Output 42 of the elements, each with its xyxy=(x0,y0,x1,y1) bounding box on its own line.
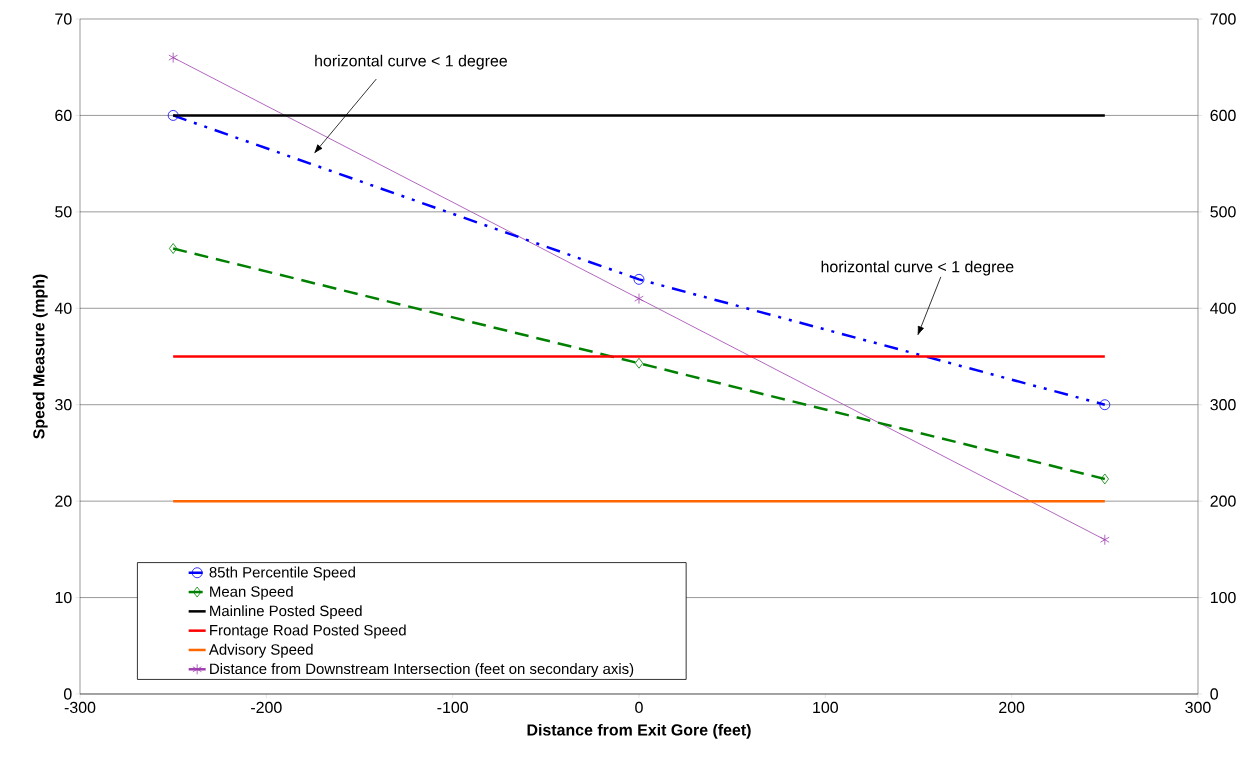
annotation: horizontal curve < 1 degree xyxy=(821,260,1014,276)
y-tick-label: 30 xyxy=(55,399,72,411)
y2-tick-label: 300 xyxy=(1210,399,1236,411)
legend-label: Distance from Downstream Intersection (feet on secondary axis) xyxy=(210,663,634,678)
point xyxy=(1099,399,1111,411)
x-tick-label: -300 xyxy=(64,701,96,714)
x-tick-label: 100 xyxy=(813,701,838,714)
point xyxy=(633,273,645,285)
y2-tick-label: 0 xyxy=(1210,688,1218,700)
x-tick-label: 200 xyxy=(999,701,1025,714)
x-tick-label: -100 xyxy=(437,701,468,714)
point xyxy=(634,293,644,305)
legend-label: Mean Speed xyxy=(210,585,293,600)
point xyxy=(167,110,179,121)
y2-tick-label: 400 xyxy=(1210,302,1236,314)
y2-tick-label: 100 xyxy=(1210,591,1236,604)
y-tick-label: 60 xyxy=(55,109,72,122)
y-axis-title: Speed Measure (mph) xyxy=(32,274,48,439)
y-tick-label: 10 xyxy=(55,591,72,604)
y-tick-label: 40 xyxy=(54,302,72,314)
y-tick-label: 70 xyxy=(55,13,72,25)
point xyxy=(1100,534,1110,546)
y-tick-label: 50 xyxy=(55,206,72,218)
point xyxy=(168,52,178,63)
point xyxy=(1100,473,1109,485)
legend-label: Mainline Posted Speed xyxy=(210,605,362,620)
x-tick-label: -200 xyxy=(251,701,282,714)
legend-label: Advisory Speed xyxy=(208,643,313,658)
y2-tick-label: 600 xyxy=(1210,109,1236,122)
y2-tick-label: 500 xyxy=(1210,206,1236,218)
annotation: horizontal curve < 1 degree xyxy=(315,54,507,70)
x-tick-label: 0 xyxy=(635,701,643,714)
x-tick-label: 300 xyxy=(1185,701,1211,714)
legend-label: 85th Percentile Speed xyxy=(209,566,355,581)
point xyxy=(169,243,178,254)
legend-label: Frontage Road Posted Speed xyxy=(210,624,406,639)
y-tick-label: 0 xyxy=(63,688,72,700)
y-tick-label: 20 xyxy=(55,495,72,507)
x-axis-title: Distance from Exit Gore (feet) xyxy=(527,723,751,739)
y2-tick-label: 700 xyxy=(1210,13,1236,25)
y2-tick-label: 200 xyxy=(1210,495,1236,507)
point xyxy=(634,357,644,369)
